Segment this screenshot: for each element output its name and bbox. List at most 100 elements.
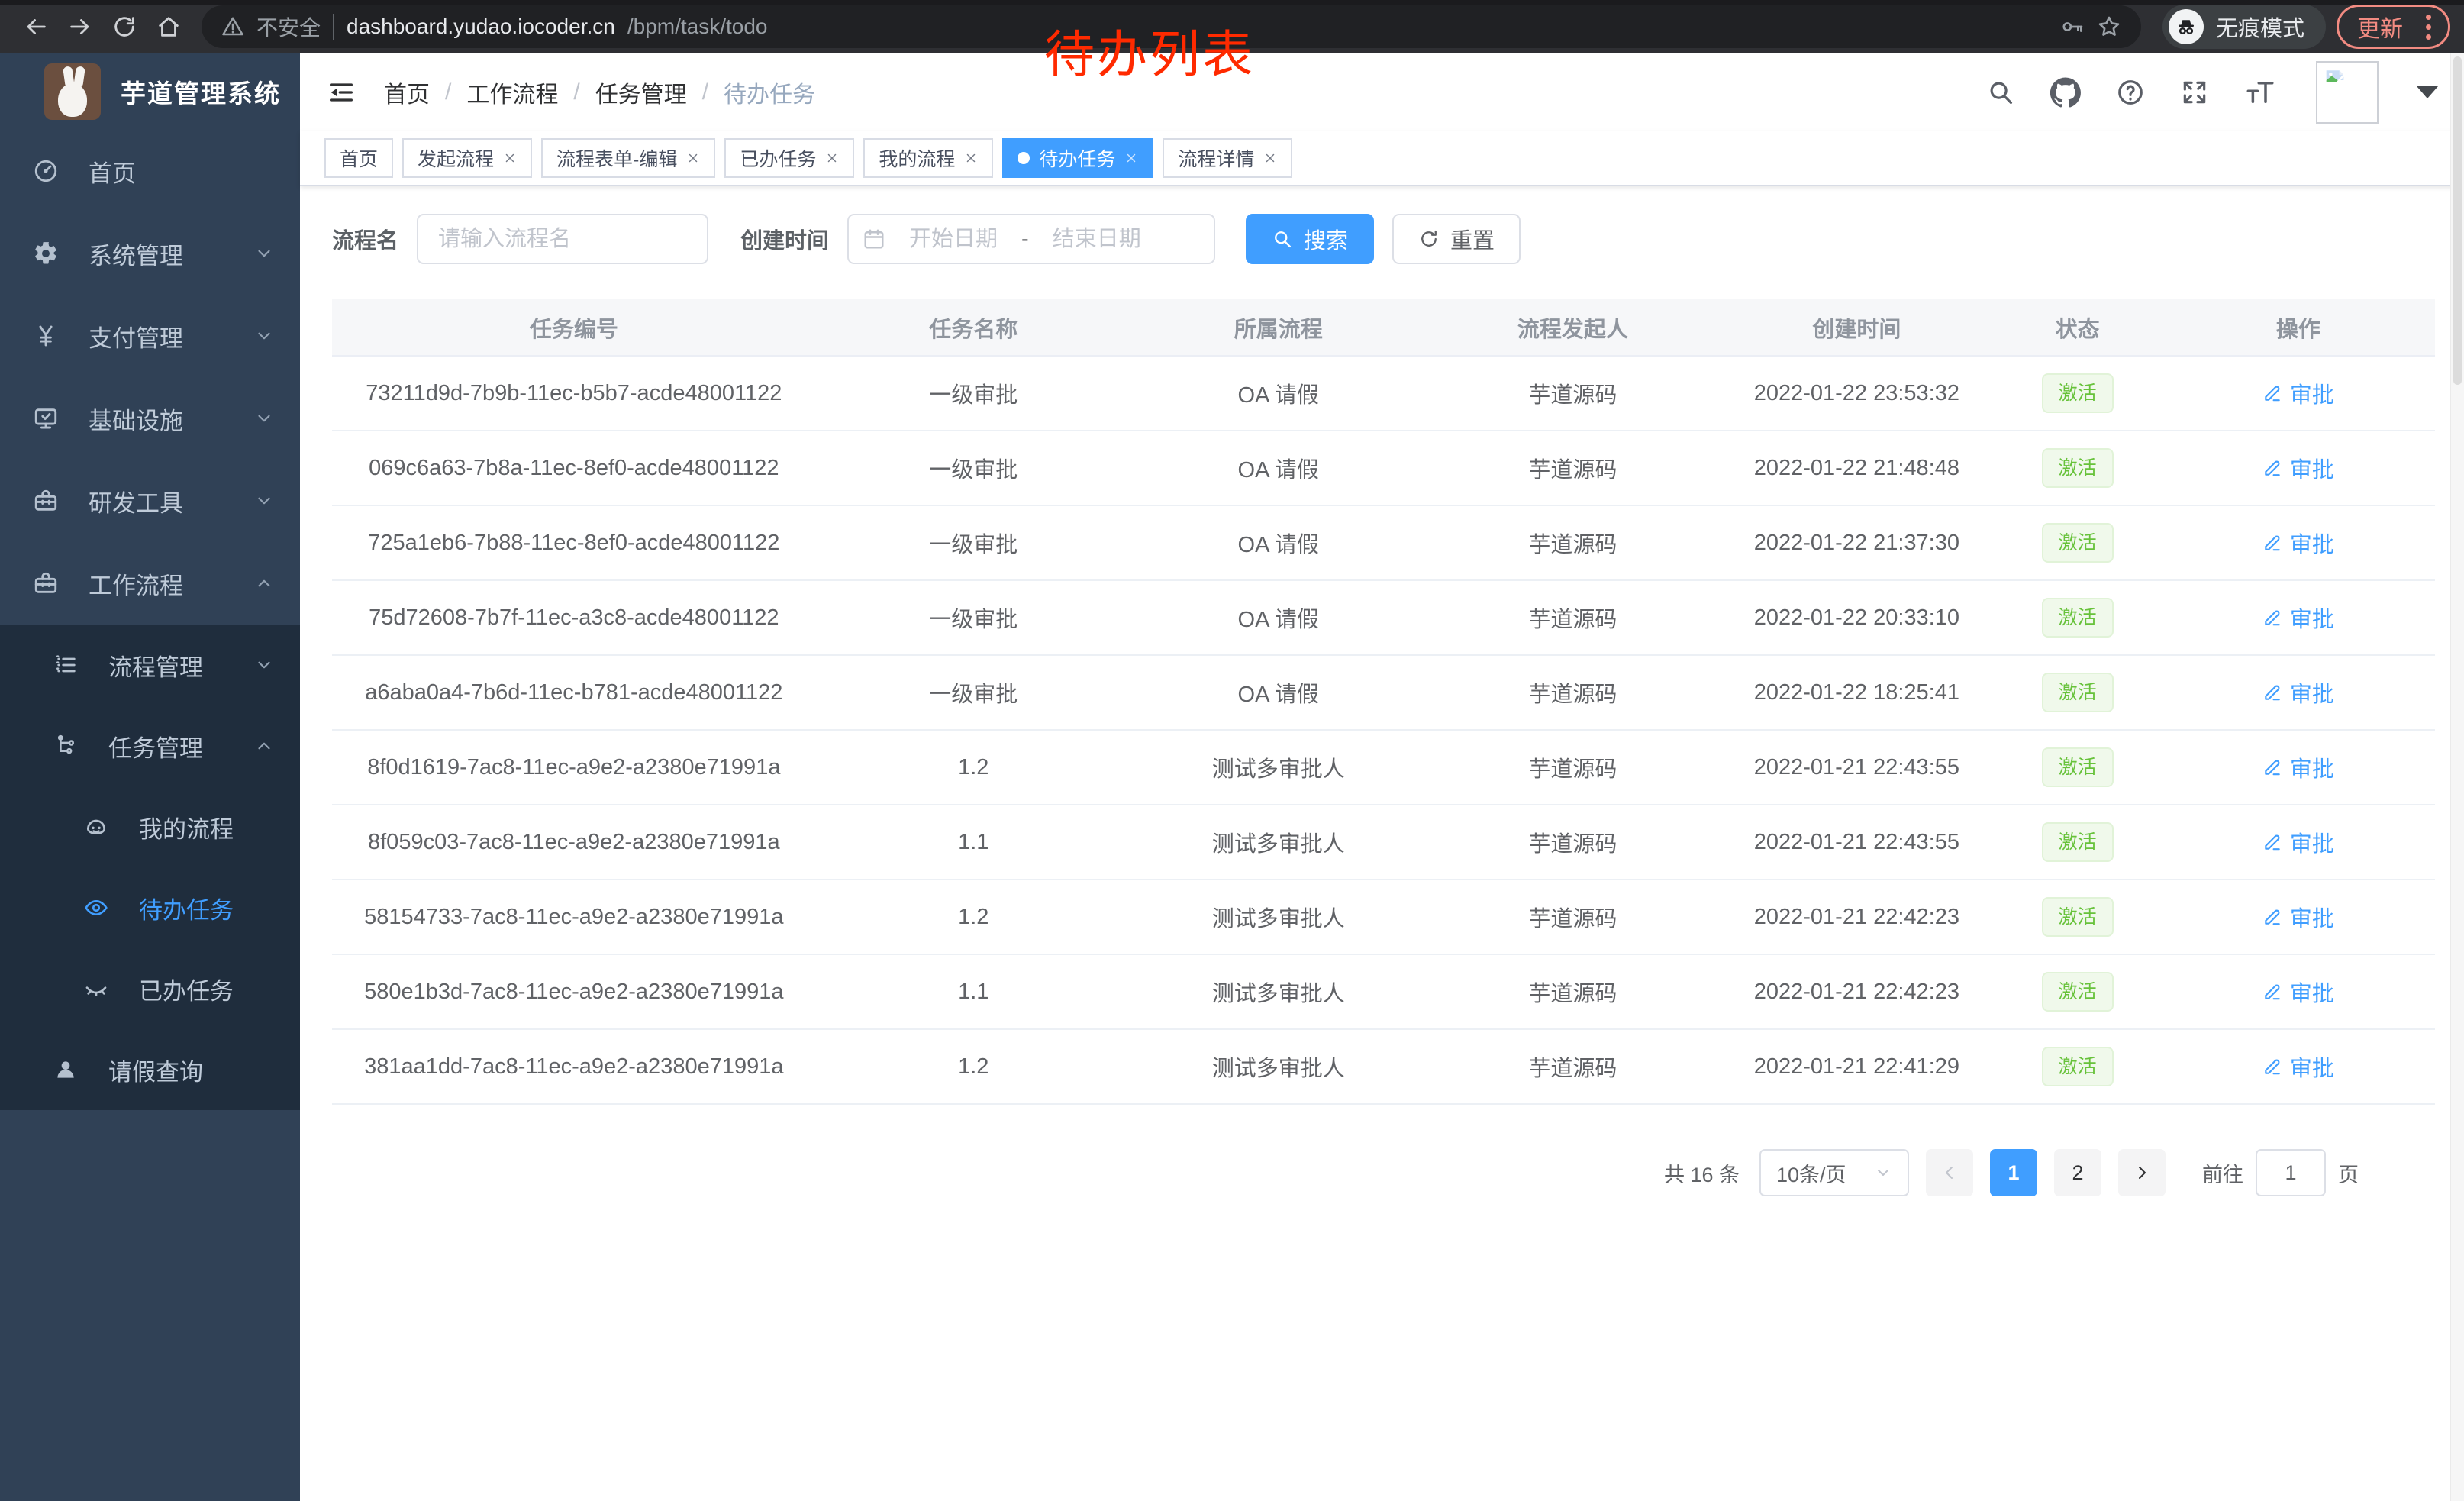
app-logo	[44, 63, 101, 120]
sidebar-logo-row[interactable]: 芋道管理系统	[0, 53, 300, 130]
tag-process-form-edit[interactable]: 流程表单-编辑	[541, 138, 716, 178]
table-row: 069c6a63-7b8a-11ec-8ef0-acde48001122 一级审…	[332, 431, 2435, 506]
approve-button[interactable]: 审批	[2262, 676, 2334, 709]
chevron-down-icon	[254, 244, 274, 263]
date-range-picker[interactable]: -	[847, 214, 1216, 264]
sidebar-item-task-mgmt[interactable]: 任务管理	[0, 705, 300, 786]
avatar[interactable]	[2316, 61, 2379, 124]
next-page-button[interactable]	[2118, 1149, 2166, 1196]
page-content: 流程名 创建时间 - 搜索 重置	[300, 186, 2464, 1501]
browser-forward-button[interactable]	[58, 5, 102, 49]
active-tag-dot	[1018, 152, 1030, 164]
goto-page-input[interactable]	[2256, 1149, 2326, 1196]
sidebar-item-todo-tasks[interactable]: 待办任务	[0, 867, 300, 948]
eye-closed-icon	[79, 976, 113, 1001]
face-icon	[79, 815, 113, 839]
prev-page-button[interactable]	[1926, 1149, 1973, 1196]
date-range-separator: -	[1021, 226, 1029, 251]
breadcrumb-task-mgmt[interactable]: 任务管理	[595, 82, 687, 108]
search-icon[interactable]	[1986, 78, 2015, 107]
close-icon[interactable]	[1124, 151, 1138, 165]
fullscreen-icon[interactable]	[2180, 78, 2209, 107]
url-path: /bpm/task/todo	[627, 15, 768, 38]
sidebar-item-done-tasks[interactable]: 已办任务	[0, 948, 300, 1029]
update-label[interactable]: 更新	[2357, 17, 2403, 42]
password-key-icon[interactable]	[2060, 15, 2085, 39]
scrollbar-thumb[interactable]	[2453, 56, 2462, 385]
approve-button[interactable]: 审批	[2262, 751, 2334, 783]
table-row: 58154733-7ac8-11ec-a9e2-a2380e71991a 1.2…	[332, 880, 2435, 955]
address-divider	[333, 14, 335, 40]
tag-home[interactable]: 首页	[324, 138, 394, 178]
sidebar-item-home[interactable]: 首页	[0, 130, 300, 212]
approve-button[interactable]: 审批	[2262, 377, 2334, 409]
sidebar-item-process-mgmt[interactable]: 流程管理	[0, 625, 300, 705]
chevron-down-icon	[254, 408, 274, 428]
page-size-select[interactable]: 10条/页	[1759, 1149, 1909, 1196]
sidebar-item-devtools[interactable]: 研发工具	[0, 460, 300, 542]
close-icon[interactable]	[1263, 151, 1277, 165]
approve-button[interactable]: 审批	[2262, 527, 2334, 559]
breadcrumb-workflow[interactable]: 工作流程	[466, 82, 559, 108]
sidebar-item-workflow[interactable]: 工作流程	[0, 542, 300, 625]
address-bar[interactable]: 不安全 dashboard.yudao.iocoder.cn/bpm/task/…	[202, 5, 2141, 48]
goto-suffix: 页	[2338, 1163, 2359, 1186]
approve-button[interactable]: 审批	[2262, 901, 2334, 933]
status-badge: 激活	[2041, 747, 2114, 787]
status-badge: 激活	[2041, 673, 2114, 712]
end-date-input[interactable]	[1039, 226, 1154, 252]
status-badge: 激活	[2041, 373, 2114, 413]
sidebar-item-leave-query[interactable]: 请假查询	[0, 1029, 300, 1110]
github-icon[interactable]	[2050, 77, 2081, 108]
toolbox-icon	[29, 488, 63, 514]
start-date-input[interactable]	[896, 226, 1011, 252]
browser-reload-button[interactable]	[102, 5, 147, 49]
table-row: 725a1eb6-7b88-11ec-8ef0-acde48001122 一级审…	[332, 505, 2435, 581]
page-scrollbar[interactable]	[2450, 53, 2464, 1501]
breadcrumb: 首页 / 工作流程 / 任务管理 / 待办任务	[384, 76, 815, 109]
browser-back-button[interactable]	[14, 5, 58, 49]
close-icon[interactable]	[686, 151, 700, 165]
tag-start-process[interactable]: 发起流程	[402, 138, 533, 178]
approve-button[interactable]: 审批	[2262, 1051, 2334, 1083]
status-badge: 激活	[2041, 523, 2114, 563]
security-label[interactable]: 不安全	[256, 16, 321, 40]
browser-menu-icon[interactable]	[2420, 14, 2437, 40]
tag-my-process[interactable]: 我的流程	[863, 138, 994, 178]
sidebar-item-payment[interactable]: 支付管理	[0, 295, 300, 377]
avatar-caret-icon[interactable]	[2417, 86, 2438, 98]
approve-button[interactable]: 审批	[2262, 976, 2334, 1008]
help-icon[interactable]	[2116, 78, 2145, 107]
status-badge: 激活	[2041, 1047, 2114, 1086]
breadcrumb-home[interactable]: 首页	[384, 82, 430, 108]
sidebar-item-infra[interactable]: 基础设施	[0, 377, 300, 460]
process-name-input[interactable]	[417, 214, 709, 264]
bookmark-star-icon[interactable]	[2097, 15, 2121, 39]
sidebar-collapse-icon[interactable]	[326, 77, 356, 108]
table-row: 73211d9d-7b9b-11ec-b5b7-acde48001122 一级审…	[332, 356, 2435, 431]
page-1-button[interactable]: 1	[1990, 1149, 2037, 1196]
reset-button[interactable]: 重置	[1392, 214, 1521, 264]
tag-todo-tasks[interactable]: 待办任务	[1002, 138, 1154, 178]
approve-button[interactable]: 审批	[2262, 452, 2334, 484]
breadcrumb-separator: /	[701, 79, 709, 105]
browser-home-button[interactable]	[147, 5, 191, 49]
close-icon[interactable]	[503, 151, 517, 165]
table-row: 8f0d1619-7ac8-11ec-a9e2-a2380e71991a 1.2…	[332, 730, 2435, 805]
browser-update-button[interactable]: 更新	[2337, 5, 2450, 49]
chevron-down-icon	[254, 326, 274, 346]
approve-button[interactable]: 审批	[2262, 826, 2334, 858]
tags-view: 首页 发起流程 流程表单-编辑 已办任务 我的流程 待办任务	[300, 131, 2464, 186]
gear-icon	[29, 240, 63, 266]
page-2-button[interactable]: 2	[2054, 1149, 2101, 1196]
sidebar-item-my-process[interactable]: 我的流程	[0, 786, 300, 867]
font-size-icon[interactable]	[2244, 76, 2276, 108]
tag-process-detail[interactable]: 流程详情	[1163, 138, 1293, 178]
close-icon[interactable]	[964, 151, 978, 165]
tag-done-tasks[interactable]: 已办任务	[724, 138, 855, 178]
approve-button[interactable]: 审批	[2262, 602, 2334, 634]
sidebar-item-system[interactable]: 系统管理	[0, 212, 300, 295]
close-icon[interactable]	[825, 151, 839, 165]
search-button[interactable]: 搜索	[1246, 214, 1375, 264]
calendar-icon	[863, 228, 885, 250]
